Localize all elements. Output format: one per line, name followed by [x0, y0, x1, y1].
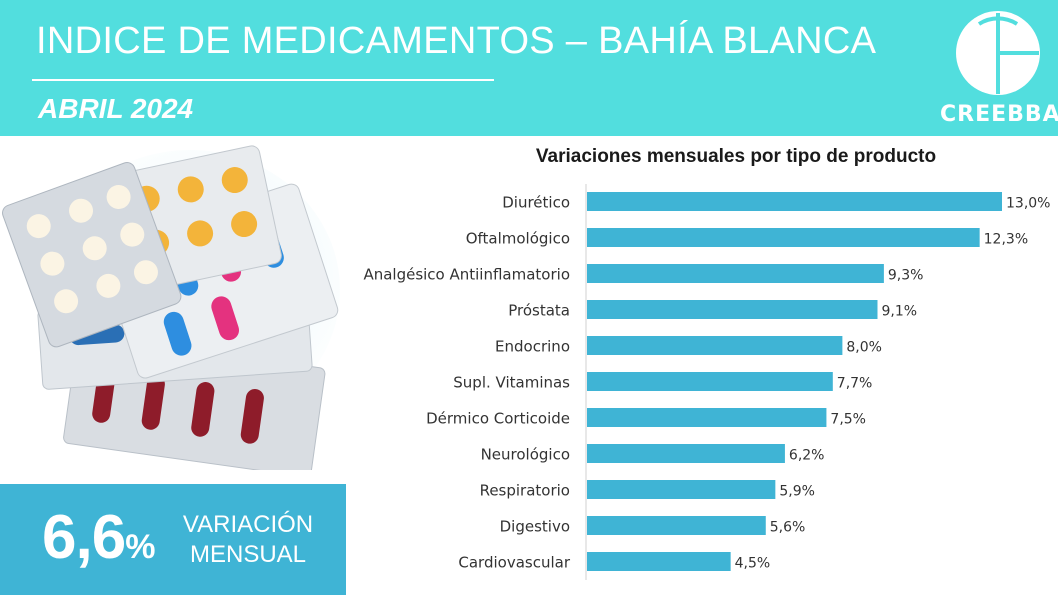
bar-chart: Diurético 13,0% Oftalmológico 12,3% Analgési…: [363, 184, 1050, 580]
monthly-variation-number: 6,6: [42, 503, 126, 572]
data-label: 5,6%: [770, 520, 806, 536]
category-label: Neurológico: [481, 446, 570, 464]
data-label: 5,9%: [779, 484, 815, 500]
title-divider: [32, 79, 494, 81]
data-label: 4,5%: [735, 556, 771, 572]
category-label: Dérmico Corticoide: [426, 410, 570, 428]
bar: [587, 480, 776, 499]
bar: [587, 408, 827, 427]
medicine-pills-image: [2, 145, 340, 470]
data-label: 8,0%: [846, 340, 882, 356]
data-label: 6,2%: [789, 448, 825, 464]
creebba-logo-icon: [956, 11, 1040, 95]
header-banner: INDICE DE MEDICAMENTOS – BAHÍA BLANCA AB…: [0, 0, 1058, 136]
monthly-variation-card: 6,6% VARIACIÓN MENSUAL: [0, 484, 346, 595]
category-label: Digestivo: [500, 518, 570, 536]
bar: [587, 228, 980, 247]
bar: [587, 336, 843, 355]
category-label: Supl. Vitaminas: [453, 374, 570, 392]
bar: [587, 552, 731, 571]
bar: [587, 444, 785, 463]
monthly-variation-label-line2: MENSUAL: [189, 541, 307, 568]
data-label: 7,7%: [837, 376, 873, 392]
logo-text: CREEBBA: [940, 102, 1058, 127]
data-label: 9,1%: [882, 304, 918, 320]
bar: [587, 192, 1002, 211]
chart-title: Variaciones mensuales por tipo de produc…: [535, 146, 937, 167]
data-label: 9,3%: [888, 268, 924, 284]
monthly-variation-value: 6,6%: [42, 502, 155, 573]
category-label: Oftalmológico: [466, 230, 570, 248]
bar: [587, 264, 884, 283]
page-title: INDICE DE MEDICAMENTOS – BAHÍA BLANCA: [36, 20, 877, 62]
category-label: Respiratorio: [480, 482, 570, 500]
category-label: Cardiovascular: [458, 554, 570, 572]
bar: [587, 372, 833, 391]
monthly-variation-unit: %: [125, 528, 156, 566]
data-label: 7,5%: [830, 412, 866, 428]
data-label: 12,3%: [984, 232, 1028, 248]
bar: [587, 516, 766, 535]
category-label: Endocrino: [495, 338, 570, 356]
bar: [587, 300, 878, 319]
monthly-variation-label-line1: VARIACIÓN: [182, 511, 314, 538]
category-label: Próstata: [508, 302, 570, 320]
category-label: Analgésico Antiinflamatorio: [363, 266, 570, 284]
page-subtitle: ABRIL 2024: [38, 93, 194, 124]
monthly-variation-label: VARIACIÓN MENSUAL: [172, 510, 324, 570]
category-label: Diurético: [502, 194, 570, 212]
data-label: 13,0%: [1006, 196, 1050, 212]
